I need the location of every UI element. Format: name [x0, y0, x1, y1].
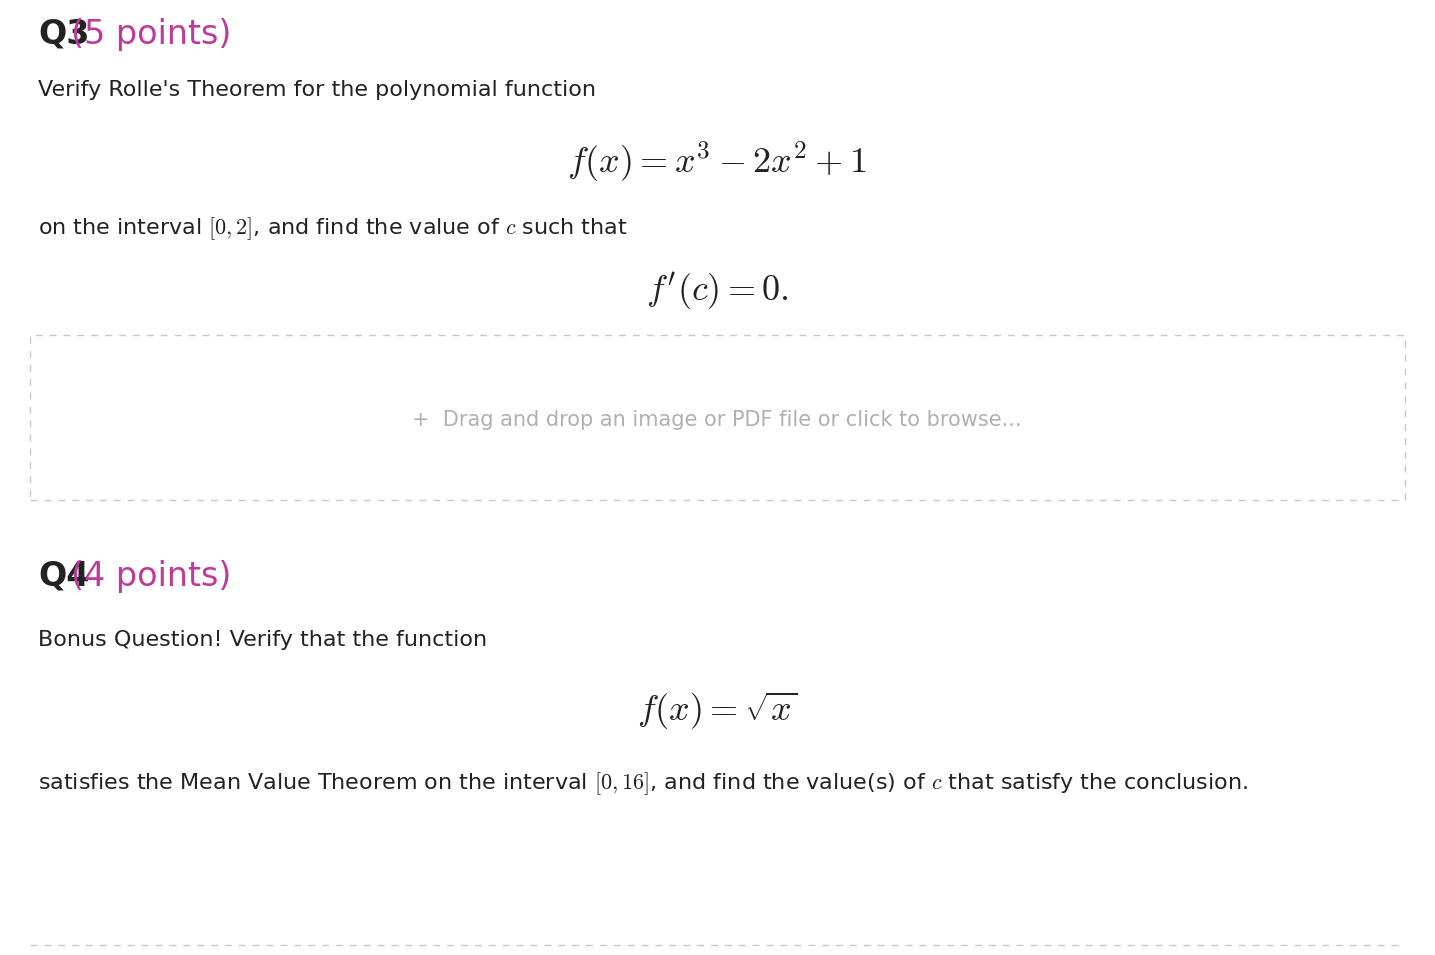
Text: Q3: Q3 — [37, 18, 89, 51]
Text: (4 points): (4 points) — [70, 560, 231, 593]
Text: Q4: Q4 — [37, 560, 89, 593]
Text: +  Drag and drop an image or PDF file or click to browse...: + Drag and drop an image or PDF file or … — [412, 410, 1022, 430]
Text: on the interval $[0, 2]$, and find the value of $c$ such that: on the interval $[0, 2]$, and find the v… — [37, 215, 627, 242]
FancyBboxPatch shape — [30, 335, 1405, 500]
Text: satisfies the Mean Value Theorem on the interval $[0, 16]$, and find the value(s: satisfies the Mean Value Theorem on the … — [37, 770, 1248, 796]
Text: (5 points): (5 points) — [70, 18, 231, 51]
Text: Verify Rolle's Theorem for the polynomial function: Verify Rolle's Theorem for the polynomia… — [37, 80, 596, 100]
Text: $f'(c) = 0.$: $f'(c) = 0.$ — [646, 270, 788, 311]
Text: $f(x) = \sqrt{x}$: $f(x) = \sqrt{x}$ — [637, 690, 798, 732]
Text: $f(x) = x^3 - 2x^2 + 1$: $f(x) = x^3 - 2x^2 + 1$ — [567, 140, 867, 184]
Text: Bonus Question! Verify that the function: Bonus Question! Verify that the function — [37, 630, 486, 650]
